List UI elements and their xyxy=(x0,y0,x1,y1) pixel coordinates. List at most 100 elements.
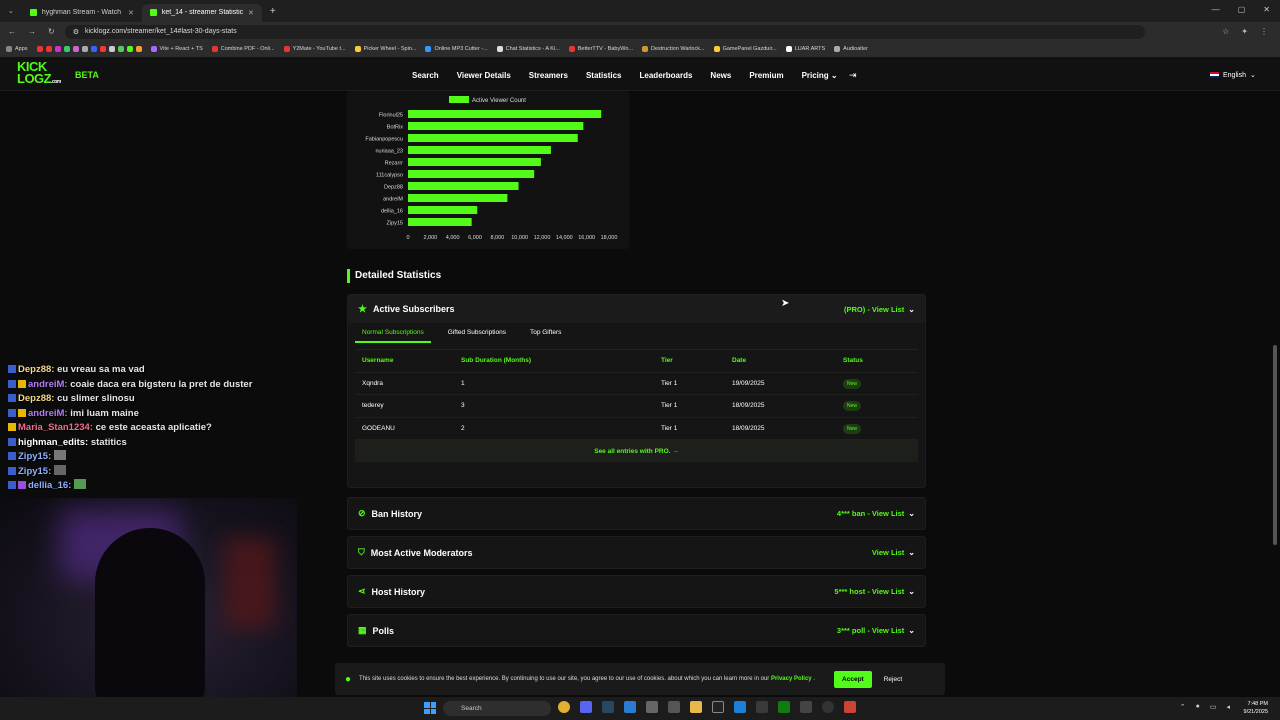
vite-icon xyxy=(150,46,157,52)
taskbar-search[interactable]: Search xyxy=(443,701,551,716)
privacy-policy-link[interactable]: Privacy Policy xyxy=(770,675,812,682)
badge-icon xyxy=(8,452,16,460)
chat-message: Zipy15: xyxy=(8,464,338,480)
maximize-icon[interactable]: ▢ xyxy=(1237,5,1246,14)
menu-icon[interactable]: ⋮ xyxy=(1260,27,1268,36)
chat-message: highman_edits: statitics xyxy=(8,436,338,451)
app-icon[interactable] xyxy=(844,701,856,713)
chat-message: dellia_16: xyxy=(8,479,338,494)
nav-premium[interactable]: Premium xyxy=(749,71,784,80)
accept-cookies-button[interactable]: Accept xyxy=(834,670,872,688)
reject-cookies-button[interactable]: Reject xyxy=(883,675,903,683)
tab-normal-subscriptions[interactable]: Normal Subscriptions xyxy=(355,328,431,343)
nav-news[interactable]: News xyxy=(710,71,732,80)
windows-start-icon[interactable] xyxy=(424,702,436,714)
taskbar-clock[interactable]: 7:48 PM 9/21/2025 xyxy=(1243,701,1268,715)
category-label: andreiM xyxy=(383,197,403,203)
star-icon[interactable]: ☆ xyxy=(1222,27,1230,36)
language-selector[interactable]: English ⌄ xyxy=(1210,71,1256,79)
gamepanel-icon xyxy=(713,46,720,52)
bookmark-icons[interactable] xyxy=(36,46,142,52)
app-icon[interactable] xyxy=(734,701,746,713)
login-icon[interactable]: ⇥ xyxy=(849,70,857,80)
bookmark-destruction-warlock[interactable]: Destruction Warlock... xyxy=(641,46,705,52)
tab-menu-icon[interactable]: ⌄ xyxy=(8,8,14,15)
forward-icon[interactable]: → xyxy=(28,27,36,36)
chrome-icon[interactable] xyxy=(558,701,570,713)
most-active-moderators-section[interactable]: ⛉ Most Active Moderators View List ⌄ xyxy=(347,536,926,569)
badge-icon xyxy=(8,365,16,373)
nav-search[interactable]: Search xyxy=(412,71,439,80)
nav-pricing[interactable]: Pricing ⌄ xyxy=(801,71,838,80)
page-scrollbar[interactable] xyxy=(1273,345,1277,545)
browser-tabbar: ⌄ hyghman Stream - Watch Live✕ ket_14 - … xyxy=(0,0,1280,22)
chevron-down-icon: ⌄ xyxy=(908,548,915,557)
chart-bar xyxy=(408,194,508,202)
host-history-section[interactable]: ⋖ Host History 5*** host - View List ⌄ xyxy=(347,575,926,608)
discord-icon[interactable] xyxy=(580,701,592,713)
new-tab-icon[interactable]: + xyxy=(269,5,276,17)
active-subscribers-header[interactable]: ★ Active Subscribers (PRO) - View List ⌄ xyxy=(348,295,925,323)
badge-icon xyxy=(8,481,16,489)
bookmark-y2mate[interactable]: Y2Mate - YouTube t... xyxy=(283,46,346,52)
obs-icon[interactable] xyxy=(822,701,834,713)
mic-icon[interactable]: ● xyxy=(1195,703,1200,710)
ban-history-section[interactable]: ⊘ Ban History 4*** ban - View List ⌄ xyxy=(347,497,926,530)
bookmark-picker-wheel[interactable]: Picker Wheel - Spin... xyxy=(354,46,416,52)
bookmark-gamepanel[interactable]: GamePanel Gazduir... xyxy=(713,46,777,52)
polls-section[interactable]: ▦ Polls 3*** poll - View List ⌄ xyxy=(347,614,926,647)
bookmark-betterttv[interactable]: BetterTTV - BabyWo... xyxy=(568,46,633,52)
streamer-silhouette xyxy=(95,528,205,708)
tab-ket14[interactable]: ket_14 - streamer Statistics ✕ xyxy=(141,3,262,22)
tab-hyghman[interactable]: hyghman Stream - Watch Live✕ xyxy=(22,4,142,22)
reload-icon[interactable]: ↻ xyxy=(48,27,55,36)
y2mate-icon xyxy=(283,46,290,52)
pro-view-list[interactable]: (PRO) - View List ⌄ xyxy=(844,304,915,314)
bookmark-combine-pdf[interactable]: Combine PDF - Onli... xyxy=(211,46,275,52)
bookmark-audioalter[interactable]: Audioalter xyxy=(834,46,868,52)
url-field[interactable]: ⚙ kicklogz.com/streamer/ket_14#last-30-da… xyxy=(64,24,1145,39)
nav-leaderboards[interactable]: Leaderboards xyxy=(639,71,693,80)
app-icon[interactable] xyxy=(668,701,680,713)
chevron-down-icon: ⌄ xyxy=(908,587,915,596)
bookmark-luar-arts[interactable]: LUAR ARTS xyxy=(785,46,825,52)
close-tab-icon[interactable]: ✕ xyxy=(248,9,254,17)
nav-streamers[interactable]: Streamers xyxy=(528,71,568,80)
nav-viewer-details[interactable]: Viewer Details xyxy=(456,71,511,80)
extensions-icon[interactable]: ✦ xyxy=(1241,27,1248,36)
chart-bar xyxy=(408,218,472,226)
table-header-row: Username Sub Duration (Months) Tier Date… xyxy=(355,350,918,373)
bookmark-mp3-cutter[interactable]: Online MP3 Cutter -... xyxy=(425,46,488,52)
badge-icon xyxy=(18,379,26,388)
app-icon[interactable] xyxy=(646,701,658,713)
see-all-pro-link[interactable]: See all entries with PRO. → xyxy=(355,440,918,462)
bookmark-chat-statistics[interactable]: Chat Statistics - A Ki... xyxy=(496,46,560,52)
volume-icon[interactable]: ◂ xyxy=(1226,704,1230,711)
vscode-icon[interactable] xyxy=(624,701,636,713)
app-icon[interactable] xyxy=(800,701,812,713)
tab-gifted-subscriptions[interactable]: Gifted Subscriptions xyxy=(447,329,506,336)
tab-top-gifters[interactable]: Top Gifters xyxy=(529,329,562,336)
file-explorer-icon[interactable] xyxy=(690,701,702,713)
close-window-icon[interactable]: ✕ xyxy=(1263,5,1270,14)
capcut-icon[interactable] xyxy=(712,701,724,713)
bookmark-vite[interactable]: Vite + React + TS xyxy=(150,46,203,52)
nav-statistics[interactable]: Statistics xyxy=(585,71,622,80)
xbox-icon[interactable] xyxy=(778,701,790,713)
back-icon[interactable]: ← xyxy=(8,27,16,36)
taskbar-apps xyxy=(558,701,856,713)
network-icon[interactable]: ▭ xyxy=(1209,704,1217,711)
chevron-down-icon: ⌄ xyxy=(908,626,915,635)
bookmark-apps[interactable]: Apps xyxy=(6,46,28,52)
steam-icon[interactable] xyxy=(602,701,614,713)
betterttv-icon xyxy=(568,46,575,52)
mouse-cursor-icon: ➤ xyxy=(781,298,790,309)
kicklogz-logo[interactable]: KICK LOGZ.com xyxy=(17,59,61,86)
stream-chat-overlay: Depz88: eu vreau sa ma vad andreiM: coai… xyxy=(8,363,338,494)
app-icon[interactable] xyxy=(756,701,768,713)
minimize-icon[interactable]: — xyxy=(1211,5,1220,14)
close-tab-icon[interactable]: ✕ xyxy=(128,9,134,17)
chevron-up-icon[interactable]: ⌃ xyxy=(1179,704,1186,711)
site-info-icon[interactable]: ⚙ xyxy=(72,28,79,36)
detailed-statistics-title: Detailed Statistics xyxy=(347,269,441,283)
